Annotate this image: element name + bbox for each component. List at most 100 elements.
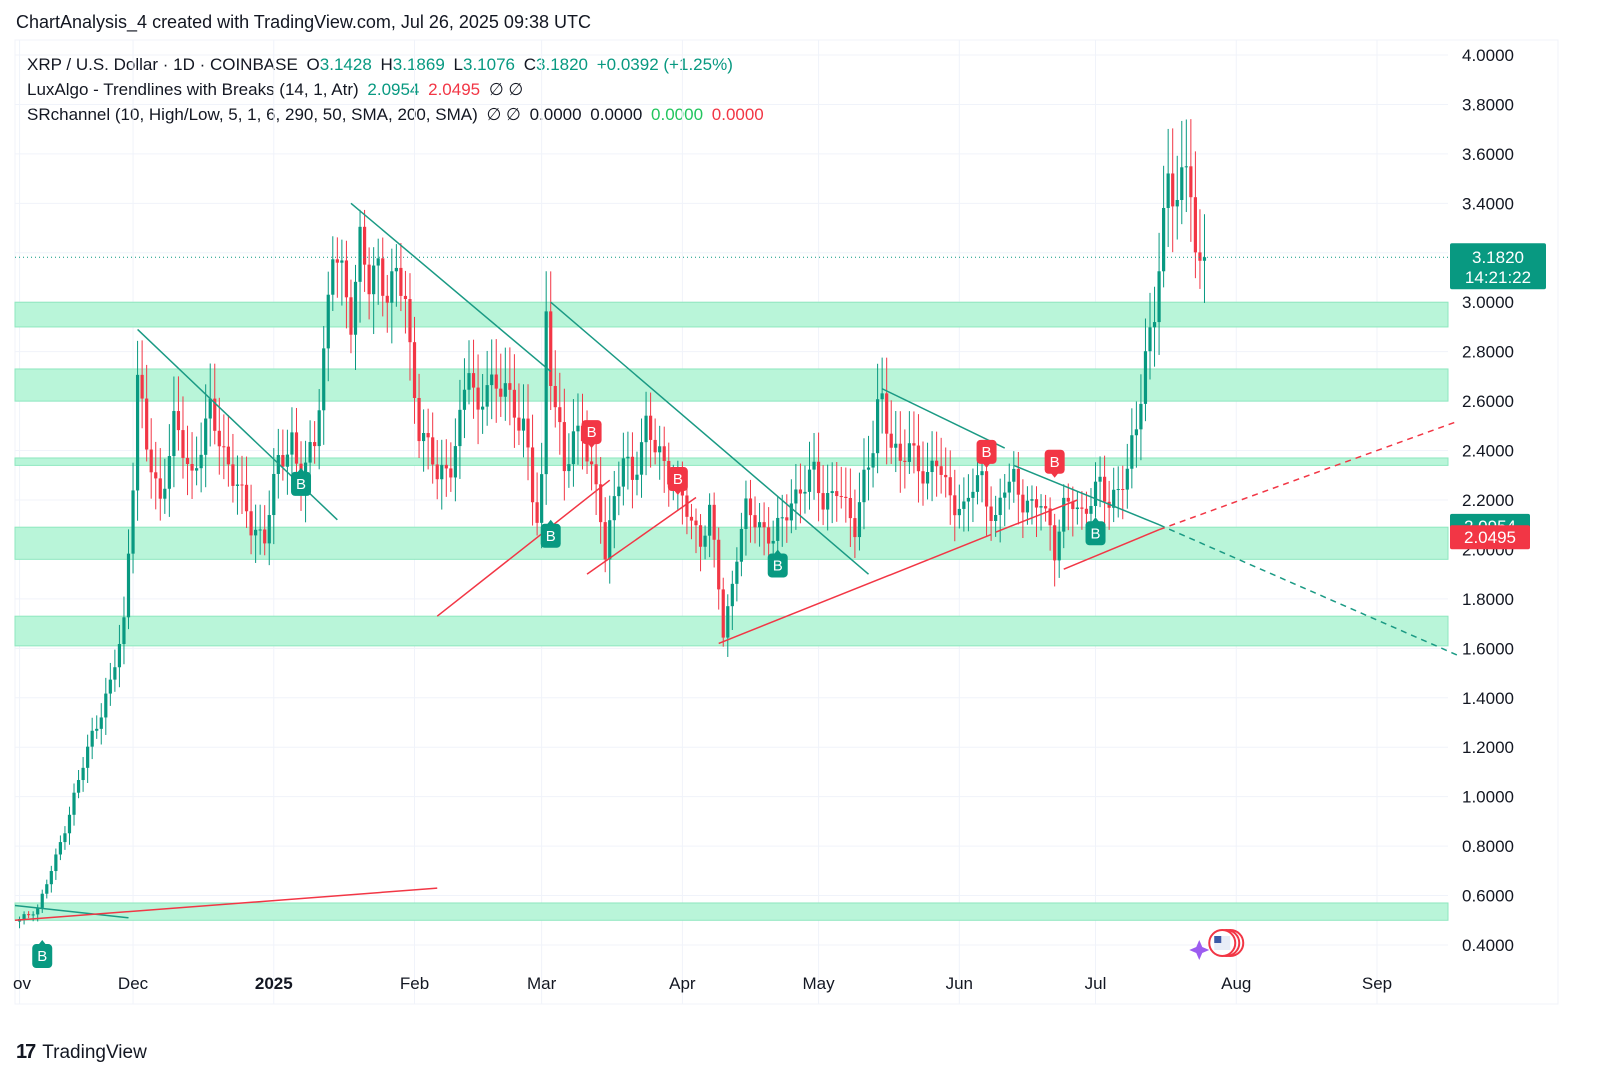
candle-down: [984, 471, 989, 507]
candle-up: [58, 842, 62, 855]
legend-indicator-trendlines[interactable]: LuxAlgo - Trendlines with Breaks (14, 1,…: [27, 77, 768, 102]
candle-down: [585, 441, 589, 462]
candle-down: [1043, 506, 1048, 509]
candle-up: [63, 833, 67, 843]
candle-up: [726, 606, 730, 638]
tradingview-brand: TradingView: [42, 1041, 147, 1063]
candle-up: [826, 493, 830, 510]
y-axis-tick: 3.0000: [1462, 293, 1514, 312]
x-axis-tick: Jul: [1085, 974, 1107, 993]
candle-down: [294, 432, 299, 464]
candle-up: [617, 486, 621, 497]
sparkle-icon[interactable]: [1189, 940, 1210, 960]
trendline: [718, 533, 992, 645]
candle-up: [195, 468, 199, 471]
candle-up: [90, 730, 94, 747]
break-down-marker[interactable]: [667, 467, 688, 492]
lower-trendline-price-tag[interactable]: [1450, 525, 1530, 550]
candle-down: [848, 497, 852, 519]
candle-down: [190, 463, 194, 471]
x-axis-tick: ov: [13, 974, 31, 993]
candle-up: [86, 746, 90, 768]
candle-down: [1198, 252, 1202, 261]
candle-up: [1134, 429, 1138, 436]
sr-zone: [14, 301, 1449, 328]
break-up-marker[interactable]: [291, 471, 312, 496]
candle-up: [1116, 489, 1120, 491]
candle-down: [689, 516, 694, 521]
candle-up: [172, 411, 176, 457]
candle-up: [971, 491, 975, 498]
candle-down: [494, 374, 498, 389]
candle-down: [517, 417, 521, 431]
signal-label: B: [37, 948, 47, 965]
candle-up: [830, 491, 834, 494]
projected-trendline: [1158, 420, 1459, 531]
break-down-marker[interactable]: [581, 420, 602, 445]
break-up-marker[interactable]: [32, 944, 53, 969]
candle-up: [126, 553, 131, 618]
candle-down: [717, 539, 721, 590]
candle-down: [944, 474, 948, 478]
legend-symbol-row: XRP / U.S. Dollar · 1D · COINBASE O3.142…: [27, 52, 768, 77]
candle-down: [939, 466, 943, 475]
legend-indicator-srchannel[interactable]: SRchannel (10, High/Low, 5, 1, 6, 290, 5…: [27, 102, 768, 127]
candle-up: [308, 442, 312, 463]
candle-down: [213, 398, 217, 431]
candle-down: [1034, 499, 1039, 508]
candle-down: [662, 446, 666, 461]
candle-down: [185, 457, 190, 464]
candle-up: [703, 535, 707, 547]
close-value: 3.1820: [536, 55, 589, 74]
candle-down: [158, 478, 162, 499]
candle-up: [135, 374, 140, 491]
y-axis-tick: 0.8000: [1462, 837, 1514, 856]
candle-up: [540, 474, 544, 523]
symbol-title[interactable]: XRP / U.S. Dollar · 1D · COINBASE: [27, 55, 298, 74]
candle-down: [712, 504, 716, 540]
candle-down: [685, 495, 689, 517]
candle-up: [771, 540, 775, 544]
break-down-marker[interactable]: [1044, 449, 1065, 474]
last-price-tag[interactable]: [1450, 243, 1546, 290]
candle-up: [576, 425, 580, 432]
signal-pointer: [38, 940, 47, 946]
trendline: [14, 904, 129, 919]
candle-up: [372, 265, 376, 295]
candle-down: [1071, 501, 1075, 510]
us-flag-canton: [1214, 936, 1222, 943]
candle-up: [658, 446, 662, 453]
candle-down: [748, 498, 753, 516]
candle-down: [762, 522, 766, 528]
candle-up: [1143, 351, 1148, 404]
candle-down: [154, 472, 158, 479]
y-axis-tick: 1.2000: [1462, 738, 1514, 757]
candle-up: [975, 475, 980, 492]
change-value: +0.0392 (+1.25%): [596, 55, 733, 74]
break-up-marker[interactable]: [540, 523, 561, 548]
candle-up: [612, 496, 616, 521]
candle-down: [798, 489, 803, 494]
candle-up: [876, 399, 880, 454]
candle-up: [458, 409, 462, 447]
tradingview-footer[interactable]: 17 TradingView: [16, 1041, 147, 1064]
candle-up: [980, 471, 984, 476]
candle-up: [776, 517, 780, 541]
break-down-marker[interactable]: [976, 439, 997, 464]
candle-down: [349, 297, 353, 335]
candle-down: [385, 295, 389, 303]
candle-down: [553, 385, 557, 408]
break-up-marker[interactable]: [1085, 521, 1106, 546]
signal-pointer: [673, 490, 682, 496]
candle-up: [131, 490, 135, 554]
candle-up: [1007, 481, 1011, 493]
signal-pointer: [587, 443, 596, 449]
candle-up: [1202, 257, 1207, 261]
candle-down: [476, 387, 480, 410]
indicator-sr-empty: ∅ ∅: [486, 105, 521, 124]
signal-pointer: [773, 549, 782, 555]
candle-up: [1157, 271, 1161, 323]
open-label: O3.1428: [306, 55, 372, 74]
break-up-marker[interactable]: [767, 553, 788, 578]
